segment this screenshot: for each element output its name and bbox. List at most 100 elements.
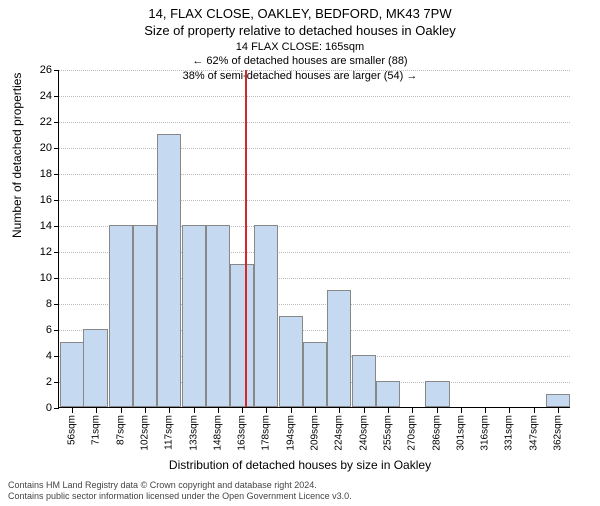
xtick-mark bbox=[437, 408, 438, 413]
y-axis-label: Number of detached properties bbox=[10, 73, 24, 238]
ytick-label: 10 bbox=[26, 272, 52, 284]
gridline bbox=[59, 70, 570, 71]
ytick-mark bbox=[54, 330, 59, 331]
histogram-bar bbox=[254, 225, 278, 407]
marker-line bbox=[245, 70, 247, 407]
xtick-mark bbox=[291, 408, 292, 413]
plot-area: 0246810121416182022242656sqm71sqm87sqm10… bbox=[58, 70, 570, 408]
xtick-mark bbox=[364, 408, 365, 413]
ytick-label: 8 bbox=[26, 298, 52, 310]
histogram-bar bbox=[352, 355, 376, 407]
xtick-label: 347sqm bbox=[529, 415, 540, 451]
xtick-label: 163sqm bbox=[236, 415, 247, 451]
histogram-bar bbox=[60, 342, 84, 407]
xtick-mark bbox=[558, 408, 559, 413]
histogram-bar bbox=[182, 225, 206, 407]
ytick-mark bbox=[54, 200, 59, 201]
xtick-label: 240sqm bbox=[359, 415, 370, 451]
footer-attribution: Contains HM Land Registry data © Crown c… bbox=[8, 480, 592, 502]
xtick-mark bbox=[145, 408, 146, 413]
xtick-label: 117sqm bbox=[163, 415, 174, 450]
ytick-label: 0 bbox=[26, 402, 52, 414]
xtick-mark bbox=[96, 408, 97, 413]
ytick-mark bbox=[54, 122, 59, 123]
xtick-mark bbox=[72, 408, 73, 413]
xtick-label: 270sqm bbox=[406, 415, 417, 451]
ytick-label: 20 bbox=[26, 142, 52, 154]
ytick-mark bbox=[54, 96, 59, 97]
histogram-bar bbox=[83, 329, 107, 407]
ytick-mark bbox=[54, 304, 59, 305]
ytick-label: 16 bbox=[26, 194, 52, 206]
footer-line1: Contains HM Land Registry data © Crown c… bbox=[8, 480, 592, 491]
histogram-bar bbox=[546, 394, 570, 407]
xtick-mark bbox=[266, 408, 267, 413]
xtick-label: 148sqm bbox=[213, 415, 224, 451]
x-axis-label: Distribution of detached houses by size … bbox=[0, 458, 600, 472]
xtick-label: 255sqm bbox=[383, 415, 394, 451]
xtick-mark bbox=[461, 408, 462, 413]
ytick-label: 26 bbox=[26, 64, 52, 76]
gridline bbox=[59, 200, 570, 201]
xtick-mark bbox=[509, 408, 510, 413]
ytick-label: 12 bbox=[26, 246, 52, 258]
xtick-mark bbox=[388, 408, 389, 413]
histogram-bar bbox=[425, 381, 449, 407]
ytick-label: 24 bbox=[26, 90, 52, 102]
histogram-bar bbox=[157, 134, 181, 407]
ytick-label: 6 bbox=[26, 324, 52, 336]
xtick-mark bbox=[534, 408, 535, 413]
xtick-mark bbox=[169, 408, 170, 413]
xtick-mark bbox=[412, 408, 413, 413]
annotation-line2: ← 62% of detached houses are smaller (88… bbox=[0, 54, 600, 68]
chart-container: 14, FLAX CLOSE, OAKLEY, BEDFORD, MK43 7P… bbox=[0, 6, 600, 506]
xtick-mark bbox=[194, 408, 195, 413]
annotation-line1: 14 FLAX CLOSE: 165sqm bbox=[0, 40, 600, 54]
xtick-mark bbox=[339, 408, 340, 413]
gridline bbox=[59, 174, 570, 175]
xtick-mark bbox=[485, 408, 486, 413]
ytick-label: 14 bbox=[26, 220, 52, 232]
ytick-mark bbox=[54, 278, 59, 279]
ytick-mark bbox=[54, 70, 59, 71]
xtick-label: 194sqm bbox=[286, 415, 297, 451]
chart-title-main: 14, FLAX CLOSE, OAKLEY, BEDFORD, MK43 7P… bbox=[0, 6, 600, 21]
gridline bbox=[59, 148, 570, 149]
ytick-label: 22 bbox=[26, 116, 52, 128]
xtick-mark bbox=[121, 408, 122, 413]
gridline bbox=[59, 96, 570, 97]
histogram-bar bbox=[376, 381, 400, 407]
gridline bbox=[59, 122, 570, 123]
ytick-mark bbox=[54, 356, 59, 357]
ytick-mark bbox=[54, 252, 59, 253]
xtick-label: 362sqm bbox=[553, 415, 564, 451]
ytick-mark bbox=[54, 226, 59, 227]
footer-line2: Contains public sector information licen… bbox=[8, 491, 592, 502]
histogram-bar bbox=[327, 290, 351, 407]
xtick-label: 286sqm bbox=[432, 415, 443, 451]
ytick-mark bbox=[54, 408, 59, 409]
ytick-label: 4 bbox=[26, 350, 52, 362]
xtick-label: 87sqm bbox=[116, 415, 127, 445]
xtick-label: 102sqm bbox=[139, 415, 150, 451]
ytick-label: 2 bbox=[26, 376, 52, 388]
xtick-label: 224sqm bbox=[333, 415, 344, 451]
xtick-mark bbox=[242, 408, 243, 413]
ytick-mark bbox=[54, 174, 59, 175]
xtick-label: 71sqm bbox=[90, 415, 101, 445]
histogram-bar bbox=[230, 264, 254, 407]
xtick-label: 301sqm bbox=[456, 415, 467, 451]
xtick-label: 209sqm bbox=[310, 415, 321, 451]
histogram-bar bbox=[279, 316, 303, 407]
ytick-mark bbox=[54, 148, 59, 149]
xtick-mark bbox=[315, 408, 316, 413]
histogram-bar bbox=[206, 225, 230, 407]
ytick-mark bbox=[54, 382, 59, 383]
xtick-label: 133sqm bbox=[189, 415, 200, 451]
histogram-bar bbox=[109, 225, 133, 407]
xtick-label: 331sqm bbox=[503, 415, 514, 451]
histogram-bar bbox=[303, 342, 327, 407]
xtick-label: 178sqm bbox=[260, 415, 271, 451]
xtick-label: 316sqm bbox=[480, 415, 491, 451]
chart-title-sub: Size of property relative to detached ho… bbox=[0, 23, 600, 38]
